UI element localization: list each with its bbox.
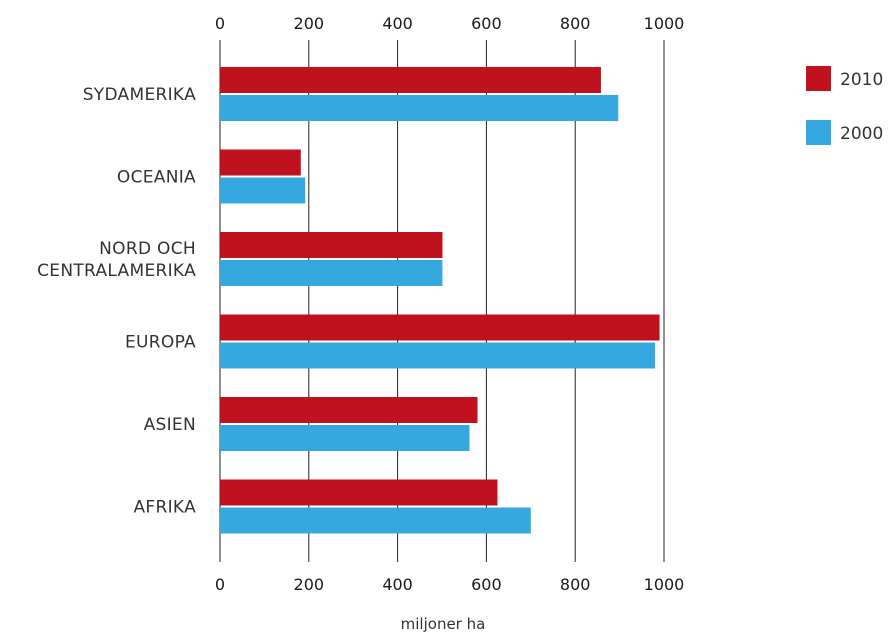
x-tick-label-top: 600 (471, 14, 502, 33)
x-tick-labels-bottom: 0 200 400 600 800 1000 (215, 575, 684, 594)
x-tick-label-top: 200 (294, 14, 325, 33)
bar-2010 (220, 232, 443, 258)
bar-2000 (220, 95, 619, 121)
x-tick-labels-top: 0 200 400 600 800 1000 (215, 14, 684, 33)
category-label: NORD OCH (99, 239, 196, 259)
legend-label: 2000 (840, 124, 883, 144)
bar-2000 (220, 177, 306, 204)
category-label: SYDAMERIKA (83, 85, 196, 105)
x-tick-label-top: 1000 (644, 14, 685, 33)
legend-swatch (806, 66, 831, 91)
x-axis-label: miljoner ha (401, 615, 486, 633)
bar-2000 (220, 342, 656, 369)
x-tick-label-top: 800 (560, 14, 591, 33)
x-tick-label-bottom: 200 (294, 575, 325, 594)
bar-2010 (220, 397, 478, 423)
x-tick-label-bottom: 600 (471, 575, 502, 594)
bar-2010 (220, 67, 601, 93)
x-tick-label-bottom: 800 (560, 575, 591, 594)
bar-2010 (220, 149, 301, 176)
x-tick-label-bottom: 400 (382, 575, 413, 594)
bar-2000 (220, 425, 470, 451)
category-label: OCEANIA (117, 168, 196, 188)
bar-2000 (220, 507, 531, 534)
legend: 2010 2000 (806, 66, 883, 145)
category-label: AFRIKA (133, 498, 196, 518)
bars (220, 67, 660, 534)
x-tick-label-top: 0 (215, 14, 225, 33)
gridlines (219, 40, 665, 562)
x-tick-label-bottom: 1000 (644, 575, 685, 594)
x-tick-label-bottom: 0 (215, 575, 225, 594)
category-label: EUROPA (125, 333, 196, 353)
bar-2000 (220, 260, 443, 286)
legend-label: 2010 (840, 70, 883, 90)
bar-2010 (220, 479, 498, 506)
legend-swatch (806, 120, 831, 145)
category-label: CENTRALAMERIKA (37, 261, 196, 281)
bar-2010 (220, 314, 660, 341)
category-label: ASIEN (144, 415, 196, 435)
x-tick-label-top: 400 (382, 14, 413, 33)
